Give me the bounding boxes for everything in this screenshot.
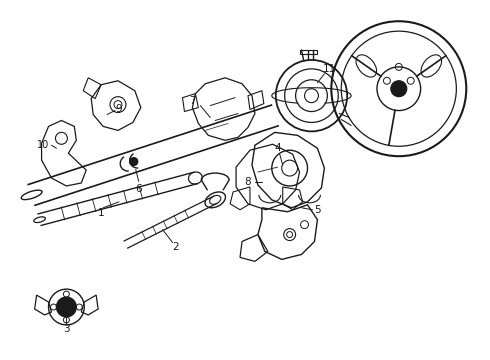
Text: 10: 10 bbox=[37, 140, 49, 150]
Text: 5: 5 bbox=[314, 205, 321, 215]
Text: 6: 6 bbox=[135, 184, 142, 194]
Text: 9: 9 bbox=[116, 104, 122, 113]
Text: 7: 7 bbox=[189, 96, 196, 105]
Circle shape bbox=[130, 158, 138, 166]
Text: 3: 3 bbox=[63, 324, 70, 334]
Text: 2: 2 bbox=[172, 243, 179, 252]
Circle shape bbox=[391, 81, 407, 96]
Text: 4: 4 bbox=[274, 143, 281, 153]
Text: 1: 1 bbox=[98, 208, 104, 218]
Circle shape bbox=[56, 297, 76, 317]
Text: 8: 8 bbox=[245, 177, 251, 187]
Text: 11: 11 bbox=[323, 64, 336, 74]
